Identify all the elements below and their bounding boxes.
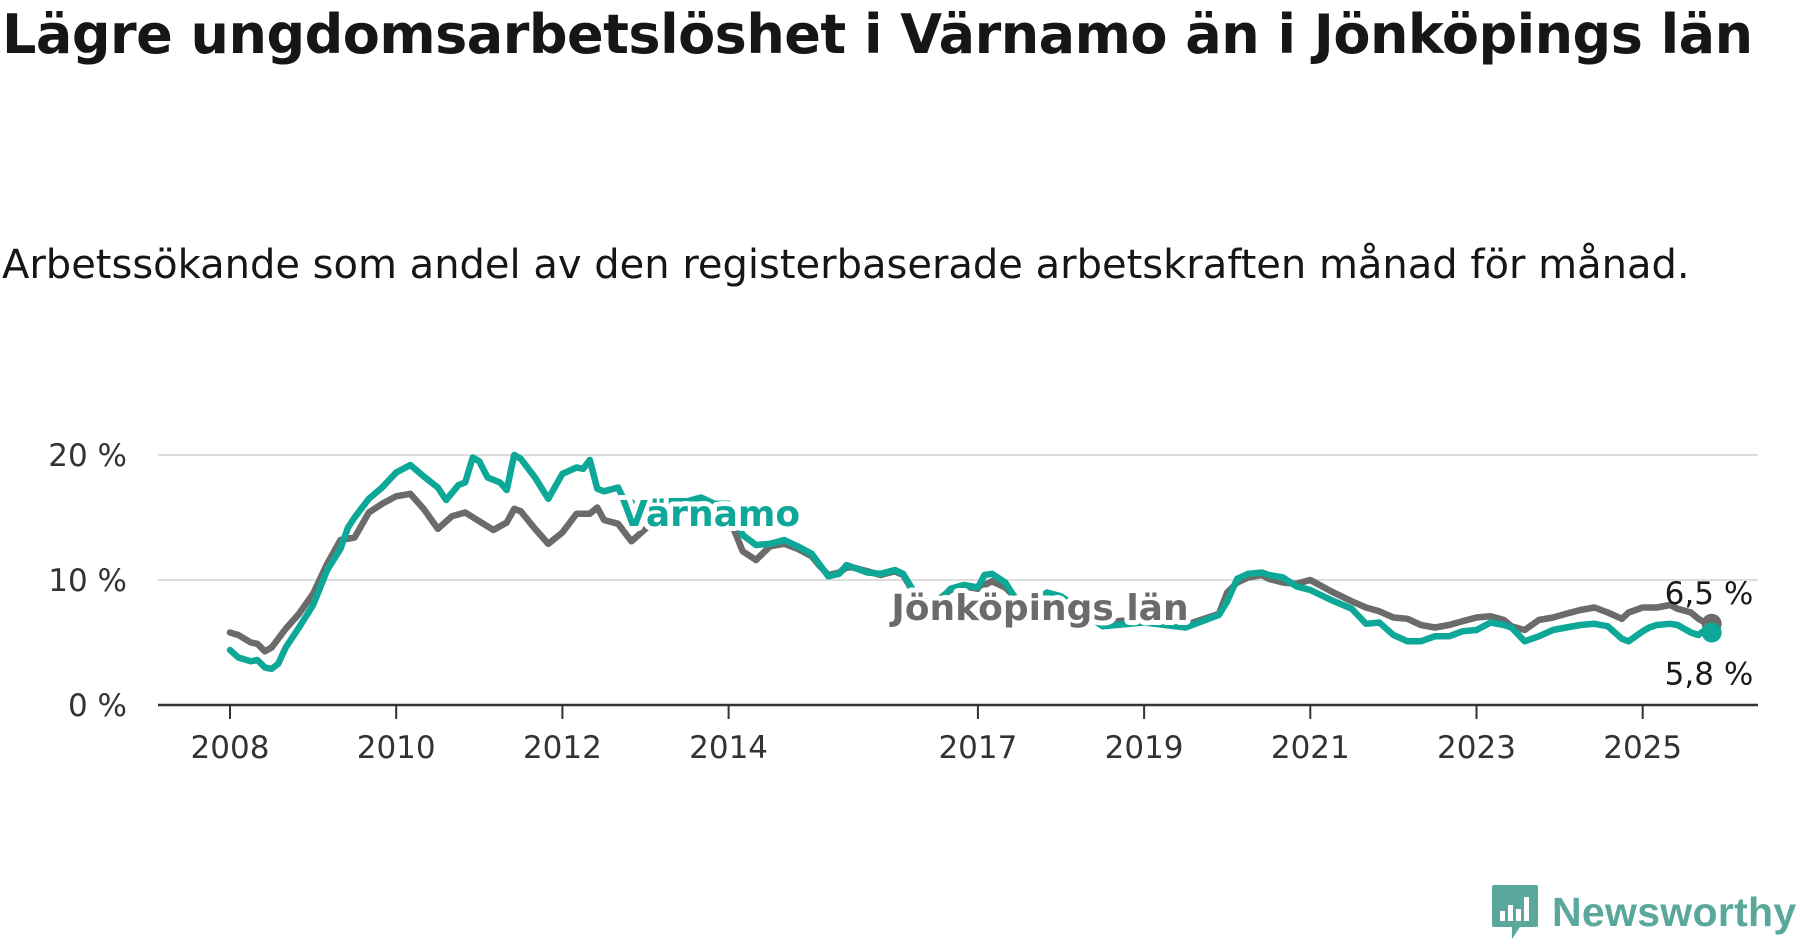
series-lines bbox=[226, 451, 1722, 673]
axes: 0 % 10 % 20 % 2008 2010 2012 2014 2017 2019 2021 2… bbox=[48, 438, 1758, 766]
chart-subtitle: Arbetssökande som andel av den registerb… bbox=[2, 242, 1690, 288]
y-tick-label: 10 % bbox=[48, 563, 127, 599]
x-tick-label: 2023 bbox=[1437, 730, 1516, 766]
x-tick-label: 2017 bbox=[938, 730, 1017, 766]
x-tick-label: 2014 bbox=[689, 730, 768, 766]
series-label-jonkoping: Jönköpings län bbox=[888, 588, 1188, 629]
x-tick-label: 2021 bbox=[1271, 730, 1350, 766]
x-tick-label: 2012 bbox=[523, 730, 602, 766]
series-labels: Värnamo Jönköpings län 6,5 % 5,8 % bbox=[615, 489, 1754, 693]
x-tick-label: 2025 bbox=[1603, 730, 1682, 766]
series-line-varnamo bbox=[226, 451, 1715, 673]
newsworthy-logo-icon bbox=[1492, 885, 1538, 939]
end-value-label-jonkoping: 6,5 % bbox=[1665, 576, 1754, 612]
end-point-varnamo bbox=[1701, 622, 1722, 643]
y-tick-label: 0 % bbox=[68, 688, 127, 724]
x-tick-label: 2010 bbox=[357, 730, 436, 766]
y-tick-label: 20 % bbox=[48, 438, 127, 474]
gridlines bbox=[158, 454, 1758, 581]
brand-name: Newsworthy bbox=[1552, 888, 1797, 935]
series-label-varnamo: Värnamo bbox=[620, 494, 800, 535]
chart-title: Lägre ungdomsarbetslöshet i Värnamo än i… bbox=[2, 3, 1753, 66]
end-value-label-varnamo: 5,8 % bbox=[1665, 657, 1754, 693]
newsworthy-logo[interactable]: Newsworthy bbox=[1490, 882, 1797, 942]
x-tick-label: 2008 bbox=[191, 730, 270, 766]
x-tick-label: 2019 bbox=[1105, 730, 1184, 766]
